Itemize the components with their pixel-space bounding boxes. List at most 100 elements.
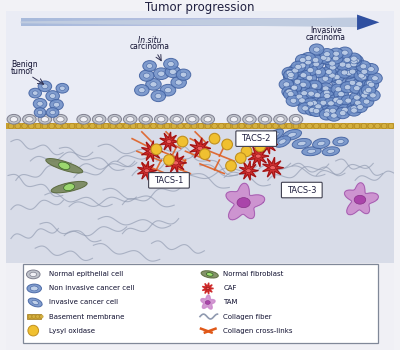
Bar	[150, 19, 158, 26]
Ellipse shape	[302, 72, 317, 84]
Bar	[176, 19, 184, 26]
Text: In situ: In situ	[138, 36, 161, 44]
Ellipse shape	[311, 100, 317, 106]
Ellipse shape	[34, 108, 46, 117]
Ellipse shape	[186, 114, 199, 124]
Ellipse shape	[329, 61, 335, 66]
Ellipse shape	[80, 117, 87, 122]
Ellipse shape	[305, 56, 312, 61]
Ellipse shape	[154, 68, 169, 79]
Polygon shape	[259, 135, 278, 154]
Circle shape	[96, 123, 102, 129]
Circle shape	[235, 153, 246, 163]
Ellipse shape	[291, 85, 298, 90]
Polygon shape	[202, 283, 214, 294]
Ellipse shape	[286, 70, 293, 75]
Ellipse shape	[302, 106, 308, 111]
FancyBboxPatch shape	[282, 182, 322, 198]
Ellipse shape	[164, 58, 178, 70]
Ellipse shape	[288, 72, 294, 77]
Ellipse shape	[290, 76, 305, 88]
Polygon shape	[21, 18, 365, 27]
Ellipse shape	[294, 79, 301, 84]
Bar	[193, 19, 201, 26]
Ellipse shape	[32, 91, 38, 95]
Text: tumor: tumor	[11, 66, 34, 76]
Ellipse shape	[173, 161, 179, 165]
Bar	[38, 19, 46, 26]
Polygon shape	[226, 183, 265, 220]
Circle shape	[144, 123, 149, 129]
Circle shape	[388, 123, 394, 129]
Ellipse shape	[354, 95, 360, 100]
Ellipse shape	[171, 77, 186, 88]
Polygon shape	[190, 138, 211, 159]
Ellipse shape	[38, 110, 43, 115]
Bar	[90, 19, 98, 26]
Ellipse shape	[176, 69, 191, 80]
Ellipse shape	[326, 62, 340, 73]
Circle shape	[178, 123, 183, 129]
Ellipse shape	[33, 98, 47, 109]
Ellipse shape	[307, 101, 314, 106]
Circle shape	[151, 144, 162, 155]
Ellipse shape	[301, 91, 308, 96]
Ellipse shape	[296, 94, 303, 99]
Text: CAF: CAF	[223, 286, 237, 292]
Ellipse shape	[352, 78, 366, 90]
Ellipse shape	[341, 95, 356, 106]
Circle shape	[28, 325, 38, 336]
Ellipse shape	[312, 84, 318, 89]
Ellipse shape	[124, 114, 137, 124]
Text: Basement membrane: Basement membrane	[49, 314, 124, 320]
Ellipse shape	[356, 61, 371, 72]
Ellipse shape	[354, 86, 360, 91]
Ellipse shape	[368, 66, 374, 72]
Bar	[201, 19, 210, 26]
Ellipse shape	[363, 90, 370, 95]
Bar	[244, 19, 253, 26]
Ellipse shape	[324, 90, 330, 95]
Ellipse shape	[336, 79, 342, 84]
Ellipse shape	[288, 92, 294, 97]
Ellipse shape	[368, 73, 382, 84]
Ellipse shape	[300, 73, 307, 78]
Ellipse shape	[349, 55, 363, 66]
Bar	[330, 19, 339, 26]
Bar	[322, 19, 330, 26]
Ellipse shape	[268, 129, 284, 141]
Ellipse shape	[287, 82, 302, 93]
Circle shape	[103, 123, 109, 129]
Circle shape	[368, 123, 373, 129]
Circle shape	[232, 123, 238, 129]
Ellipse shape	[322, 147, 340, 156]
Ellipse shape	[243, 114, 256, 124]
Bar	[98, 19, 107, 26]
Bar	[313, 19, 322, 26]
Ellipse shape	[327, 149, 335, 153]
Circle shape	[49, 123, 54, 129]
Ellipse shape	[320, 90, 334, 101]
Ellipse shape	[38, 81, 52, 92]
FancyBboxPatch shape	[22, 264, 378, 343]
Circle shape	[164, 123, 170, 129]
Ellipse shape	[300, 57, 306, 63]
Ellipse shape	[305, 104, 320, 116]
Polygon shape	[263, 157, 283, 178]
Ellipse shape	[32, 300, 38, 304]
Bar	[28, 314, 41, 320]
FancyBboxPatch shape	[236, 131, 276, 146]
Ellipse shape	[310, 44, 324, 55]
Ellipse shape	[227, 114, 241, 124]
Text: Normal epithelial cell: Normal epithelial cell	[49, 271, 123, 278]
Ellipse shape	[361, 69, 368, 74]
Ellipse shape	[205, 301, 210, 304]
Bar	[279, 19, 287, 26]
Ellipse shape	[37, 102, 43, 106]
Bar	[115, 19, 124, 26]
Ellipse shape	[359, 86, 374, 98]
Polygon shape	[166, 152, 186, 173]
Circle shape	[171, 123, 176, 129]
Ellipse shape	[366, 80, 373, 85]
Circle shape	[239, 123, 244, 129]
